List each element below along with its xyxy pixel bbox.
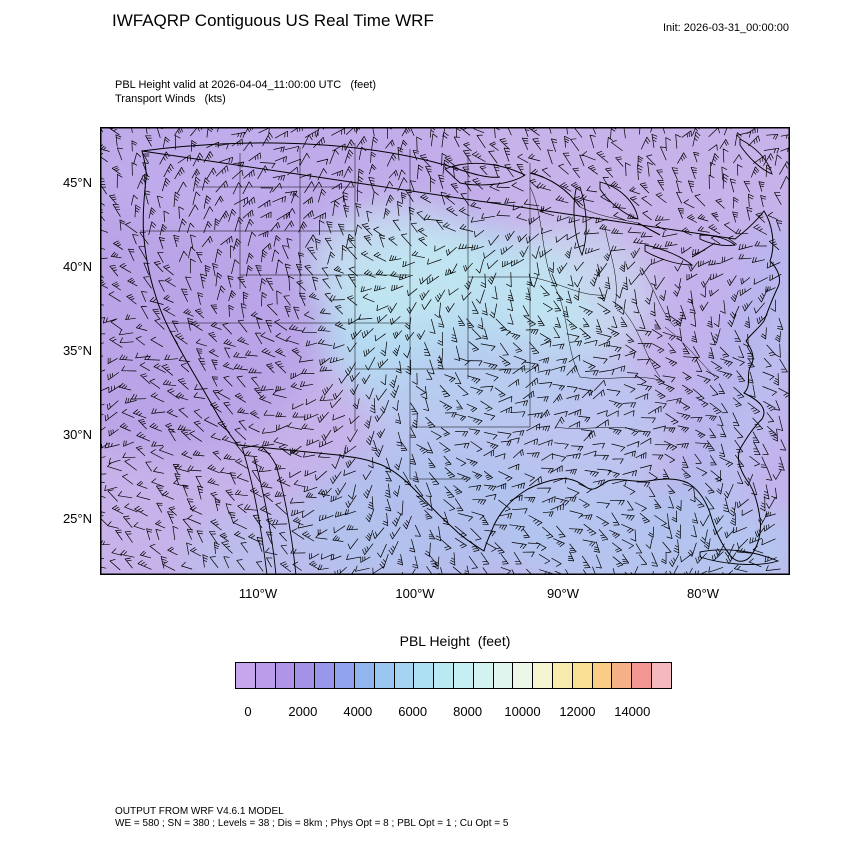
map-plot [100,127,790,575]
colorbar-cell [394,663,415,688]
colorbar-cell [434,663,454,688]
colorbar-cell [513,663,534,688]
lon-tick-label-100w: 100°W [395,586,435,601]
colorbar-cell [354,663,375,688]
colorbar-cell [255,663,276,688]
colorbar-cell [572,663,593,688]
colorbar-tick-label: 10000 [504,704,541,719]
lat-tick-label-30n: 30°N [62,427,92,442]
lat-tick-label-25n: 25°N [62,511,92,526]
colorbar-cell [374,663,395,688]
colorbar-tick-label: 2000 [288,704,318,719]
colorbar-cell [493,663,514,688]
colorbar-cell [473,663,494,688]
colorbar-tick-label: 12000 [559,704,596,719]
colorbar-cell [414,663,435,688]
colorbar-cell [236,663,256,688]
lat-tick-label-45n: 45°N [62,175,92,190]
pbl-shaded-field [100,127,790,575]
colorbar-tick-label: 14000 [614,704,651,719]
footer-model-line: OUTPUT FROM WRF V4.6.1 MODEL [115,806,284,817]
lat-tick-label-35n: 35°N [62,343,92,358]
winds-label: Transport Winds (kts) [115,93,226,105]
lon-tick-label-90w: 90°W [547,586,579,601]
map-frame [100,127,790,575]
colorbar-cell [453,663,474,688]
colorbar-cell [612,663,633,688]
colorbar-cell [335,663,355,688]
colorbar-cell [553,663,573,688]
colorbar-cell [315,663,336,688]
lon-tick-label-110w: 110°W [238,586,278,601]
init-timestamp: Init: 2026-03-31_00:00:00 [663,22,789,34]
colorbar-tick-labels: 0 2000 4000 6000 8000 10000 12000 14000 [235,704,672,720]
geo-outlines [140,138,781,575]
lon-tick-label-80w: 80°W [687,586,719,601]
plot-title: IWFAQRP Contiguous US Real Time WRF [112,11,434,30]
colorbar [235,662,672,689]
colorbar-tick-label: 4000 [343,704,373,719]
valid-time-label: PBL Height valid at 2026-04-04_11:00:00 … [115,79,377,91]
colorbar-cell [295,663,316,688]
wind-barbs [100,127,790,575]
footer-config-line: WE = 580 ; SN = 380 ; Levels = 38 ; Dis … [115,818,509,829]
colorbar-cell [652,663,671,688]
colorbar-cell [592,663,613,688]
colorbar-cell [275,663,296,688]
colorbar-tick-label: 8000 [453,704,483,719]
colorbar-tick-label: 0 [244,704,252,719]
map-svg [100,127,790,575]
colorbar-cell [533,663,553,688]
lat-tick-label-40n: 40°N [62,259,92,274]
colorbar-title: PBL Height (feet) [399,633,511,649]
colorbar-cell [632,663,653,688]
colorbar-tick-label: 6000 [398,704,428,719]
